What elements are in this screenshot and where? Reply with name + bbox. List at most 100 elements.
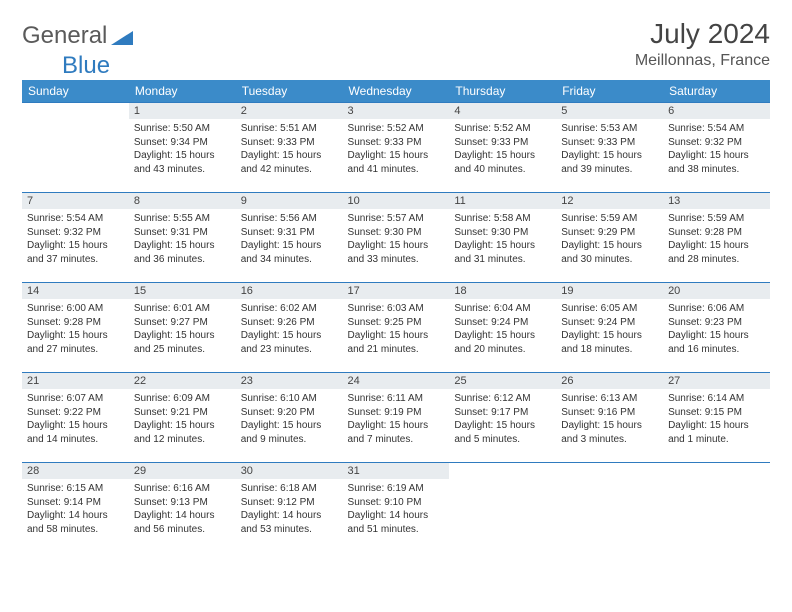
day-number: 22 [129,373,236,389]
day-content: Sunrise: 6:15 AMSunset: 9:14 PMDaylight:… [22,479,129,541]
day-header: Saturday [663,80,770,103]
day-header: Wednesday [343,80,450,103]
day-content: Sunrise: 6:02 AMSunset: 9:26 PMDaylight:… [236,299,343,361]
day-number: 17 [343,283,450,299]
calendar-cell: 4Sunrise: 5:52 AMSunset: 9:33 PMDaylight… [449,103,556,193]
day-number: 15 [129,283,236,299]
calendar-cell: 30Sunrise: 6:18 AMSunset: 9:12 PMDayligh… [236,463,343,543]
day-number: 8 [129,193,236,209]
day-number: 28 [22,463,129,479]
calendar-week-row: 14Sunrise: 6:00 AMSunset: 9:28 PMDayligh… [22,283,770,373]
day-number: 7 [22,193,129,209]
day-number: 25 [449,373,556,389]
day-content: Sunrise: 5:51 AMSunset: 9:33 PMDaylight:… [236,119,343,181]
day-content: Sunrise: 6:18 AMSunset: 9:12 PMDaylight:… [236,479,343,541]
day-content: Sunrise: 5:55 AMSunset: 9:31 PMDaylight:… [129,209,236,271]
calendar-cell: 31Sunrise: 6:19 AMSunset: 9:10 PMDayligh… [343,463,450,543]
day-content: Sunrise: 6:05 AMSunset: 9:24 PMDaylight:… [556,299,663,361]
day-content: Sunrise: 5:58 AMSunset: 9:30 PMDaylight:… [449,209,556,271]
day-content: Sunrise: 6:13 AMSunset: 9:16 PMDaylight:… [556,389,663,451]
calendar-cell: 5Sunrise: 5:53 AMSunset: 9:33 PMDaylight… [556,103,663,193]
day-number: 19 [556,283,663,299]
day-header: Friday [556,80,663,103]
calendar-table: SundayMondayTuesdayWednesdayThursdayFrid… [22,80,770,543]
day-number: 11 [449,193,556,209]
calendar-cell [556,463,663,543]
day-header-row: SundayMondayTuesdayWednesdayThursdayFrid… [22,80,770,103]
day-content: Sunrise: 6:11 AMSunset: 9:19 PMDaylight:… [343,389,450,451]
calendar-cell: 9Sunrise: 5:56 AMSunset: 9:31 PMDaylight… [236,193,343,283]
calendar-cell: 14Sunrise: 6:00 AMSunset: 9:28 PMDayligh… [22,283,129,373]
day-number: 6 [663,103,770,119]
day-number: 27 [663,373,770,389]
day-content: Sunrise: 6:16 AMSunset: 9:13 PMDaylight:… [129,479,236,541]
calendar-cell [22,103,129,193]
day-number: 30 [236,463,343,479]
day-content: Sunrise: 5:59 AMSunset: 9:28 PMDaylight:… [663,209,770,271]
day-number: 20 [663,283,770,299]
calendar-cell: 22Sunrise: 6:09 AMSunset: 9:21 PMDayligh… [129,373,236,463]
day-number: 10 [343,193,450,209]
calendar-cell: 8Sunrise: 5:55 AMSunset: 9:31 PMDaylight… [129,193,236,283]
day-number: 12 [556,193,663,209]
logo-triangle-icon [111,27,133,45]
day-content: Sunrise: 5:52 AMSunset: 9:33 PMDaylight:… [449,119,556,181]
calendar-cell: 19Sunrise: 6:05 AMSunset: 9:24 PMDayligh… [556,283,663,373]
day-content: Sunrise: 6:04 AMSunset: 9:24 PMDaylight:… [449,299,556,361]
calendar-cell: 15Sunrise: 6:01 AMSunset: 9:27 PMDayligh… [129,283,236,373]
calendar-cell: 12Sunrise: 5:59 AMSunset: 9:29 PMDayligh… [556,193,663,283]
logo-text-1: General [22,22,107,50]
day-content: Sunrise: 5:59 AMSunset: 9:29 PMDaylight:… [556,209,663,271]
day-header: Monday [129,80,236,103]
day-content: Sunrise: 5:54 AMSunset: 9:32 PMDaylight:… [22,209,129,271]
calendar-cell: 23Sunrise: 6:10 AMSunset: 9:20 PMDayligh… [236,373,343,463]
day-number: 24 [343,373,450,389]
day-number: 14 [22,283,129,299]
calendar-cell: 26Sunrise: 6:13 AMSunset: 9:16 PMDayligh… [556,373,663,463]
day-content: Sunrise: 6:12 AMSunset: 9:17 PMDaylight:… [449,389,556,451]
day-content: Sunrise: 6:00 AMSunset: 9:28 PMDaylight:… [22,299,129,361]
day-number: 31 [343,463,450,479]
day-header: Sunday [22,80,129,103]
day-content: Sunrise: 6:14 AMSunset: 9:15 PMDaylight:… [663,389,770,451]
calendar-cell: 2Sunrise: 5:51 AMSunset: 9:33 PMDaylight… [236,103,343,193]
day-number: 13 [663,193,770,209]
month-title: July 2024 [635,18,770,50]
calendar-cell: 20Sunrise: 6:06 AMSunset: 9:23 PMDayligh… [663,283,770,373]
calendar-cell: 27Sunrise: 6:14 AMSunset: 9:15 PMDayligh… [663,373,770,463]
calendar-cell: 25Sunrise: 6:12 AMSunset: 9:17 PMDayligh… [449,373,556,463]
calendar-cell: 13Sunrise: 5:59 AMSunset: 9:28 PMDayligh… [663,193,770,283]
calendar-week-row: 7Sunrise: 5:54 AMSunset: 9:32 PMDaylight… [22,193,770,283]
calendar-cell: 11Sunrise: 5:58 AMSunset: 9:30 PMDayligh… [449,193,556,283]
calendar-cell: 17Sunrise: 6:03 AMSunset: 9:25 PMDayligh… [343,283,450,373]
header: General July 2024 Meillonnas, France [22,18,770,70]
day-number: 26 [556,373,663,389]
day-content: Sunrise: 5:56 AMSunset: 9:31 PMDaylight:… [236,209,343,271]
day-header: Thursday [449,80,556,103]
day-number: 18 [449,283,556,299]
day-number: 29 [129,463,236,479]
calendar-cell: 7Sunrise: 5:54 AMSunset: 9:32 PMDaylight… [22,193,129,283]
calendar-week-row: 1Sunrise: 5:50 AMSunset: 9:34 PMDaylight… [22,103,770,193]
calendar-cell: 28Sunrise: 6:15 AMSunset: 9:14 PMDayligh… [22,463,129,543]
day-header: Tuesday [236,80,343,103]
calendar-cell: 29Sunrise: 6:16 AMSunset: 9:13 PMDayligh… [129,463,236,543]
logo: General [22,18,133,50]
day-number: 4 [449,103,556,119]
calendar-cell: 18Sunrise: 6:04 AMSunset: 9:24 PMDayligh… [449,283,556,373]
day-number: 9 [236,193,343,209]
day-content: Sunrise: 6:01 AMSunset: 9:27 PMDaylight:… [129,299,236,361]
calendar-cell: 24Sunrise: 6:11 AMSunset: 9:19 PMDayligh… [343,373,450,463]
calendar-cell: 6Sunrise: 5:54 AMSunset: 9:32 PMDaylight… [663,103,770,193]
day-content: Sunrise: 6:19 AMSunset: 9:10 PMDaylight:… [343,479,450,541]
calendar-cell: 16Sunrise: 6:02 AMSunset: 9:26 PMDayligh… [236,283,343,373]
calendar-cell: 1Sunrise: 5:50 AMSunset: 9:34 PMDaylight… [129,103,236,193]
day-content: Sunrise: 6:10 AMSunset: 9:20 PMDaylight:… [236,389,343,451]
day-number: 1 [129,103,236,119]
calendar-cell [663,463,770,543]
day-number: 5 [556,103,663,119]
day-number: 23 [236,373,343,389]
day-content: Sunrise: 5:57 AMSunset: 9:30 PMDaylight:… [343,209,450,271]
calendar-cell [449,463,556,543]
day-content: Sunrise: 6:03 AMSunset: 9:25 PMDaylight:… [343,299,450,361]
